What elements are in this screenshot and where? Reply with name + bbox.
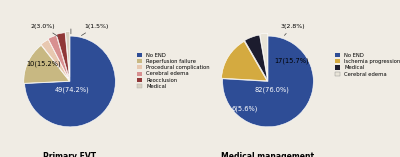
Text: 3(2.8%): 3(2.8%)	[281, 24, 305, 35]
Text: 17(15.7%): 17(15.7%)	[274, 58, 309, 64]
Wedge shape	[66, 32, 70, 77]
Wedge shape	[260, 33, 268, 79]
Legend: No END, Reperfusion failure, Procedural complication, Cerebral edema, Reocclusio: No END, Reperfusion failure, Procedural …	[138, 52, 210, 89]
Wedge shape	[56, 33, 69, 78]
Text: 10(15.2%): 10(15.2%)	[26, 60, 61, 67]
Text: 49(74.2%): 49(74.2%)	[55, 86, 90, 93]
Wedge shape	[48, 35, 69, 79]
Text: 6(5.6%): 6(5.6%)	[231, 106, 258, 112]
Wedge shape	[41, 40, 69, 80]
Wedge shape	[245, 35, 267, 80]
Wedge shape	[222, 41, 267, 81]
Text: 82(76.0%): 82(76.0%)	[254, 86, 289, 93]
Text: Medical management: Medical management	[222, 152, 314, 157]
Legend: No END, Ischemia progression, Medical, Cerebral edema: No END, Ischemia progression, Medical, C…	[336, 53, 400, 77]
Wedge shape	[223, 36, 313, 127]
Wedge shape	[24, 45, 69, 83]
Text: 2(3.0%): 2(3.0%)	[30, 24, 58, 36]
Text: 1(1.5%): 1(1.5%)	[82, 24, 108, 35]
Wedge shape	[25, 36, 115, 127]
Text: Primary EVT: Primary EVT	[44, 152, 96, 157]
